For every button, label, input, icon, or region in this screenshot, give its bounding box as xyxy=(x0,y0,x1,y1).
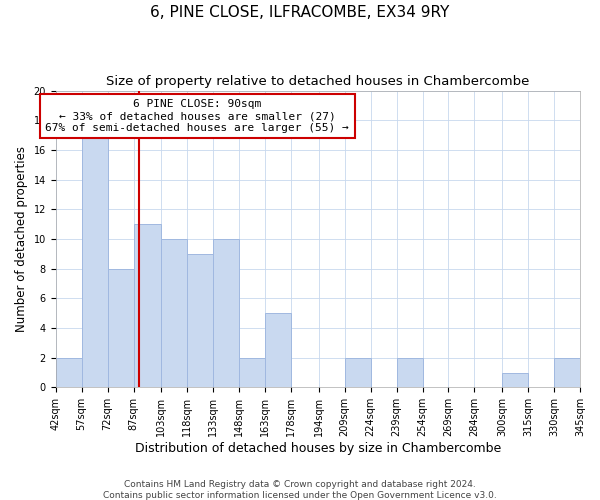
Bar xyxy=(554,358,580,388)
Bar xyxy=(134,224,161,388)
Bar xyxy=(344,358,371,388)
Text: Contains HM Land Registry data © Crown copyright and database right 2024.
Contai: Contains HM Land Registry data © Crown c… xyxy=(103,480,497,500)
Bar xyxy=(187,254,213,388)
Bar xyxy=(502,372,528,388)
Bar xyxy=(397,358,422,388)
Bar xyxy=(239,358,265,388)
Bar xyxy=(107,268,134,388)
X-axis label: Distribution of detached houses by size in Chambercombe: Distribution of detached houses by size … xyxy=(135,442,501,455)
Y-axis label: Number of detached properties: Number of detached properties xyxy=(15,146,28,332)
Bar xyxy=(213,239,239,388)
Bar xyxy=(56,358,82,388)
Bar xyxy=(161,239,187,388)
Bar xyxy=(265,313,291,388)
Bar xyxy=(82,135,107,388)
Title: Size of property relative to detached houses in Chambercombe: Size of property relative to detached ho… xyxy=(106,75,530,88)
Text: 6 PINE CLOSE: 90sqm
← 33% of detached houses are smaller (27)
67% of semi-detach: 6 PINE CLOSE: 90sqm ← 33% of detached ho… xyxy=(46,100,349,132)
Text: 6, PINE CLOSE, ILFRACOMBE, EX34 9RY: 6, PINE CLOSE, ILFRACOMBE, EX34 9RY xyxy=(151,5,449,20)
